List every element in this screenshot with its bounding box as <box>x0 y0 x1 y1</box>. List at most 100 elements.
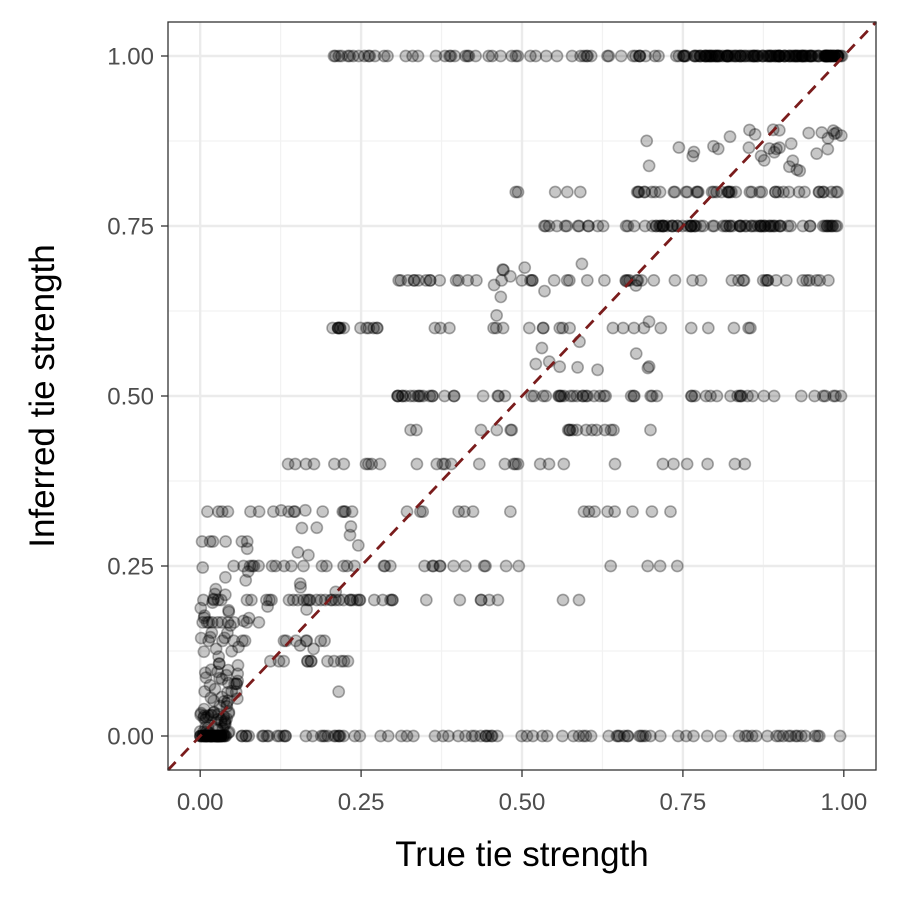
scatter-point <box>212 729 226 743</box>
scatter-point <box>535 341 549 355</box>
scatter-point <box>239 729 253 743</box>
scatter-point <box>652 49 665 63</box>
scatter-point <box>235 729 249 743</box>
scatter-point <box>205 616 219 629</box>
scatter-point <box>262 593 276 607</box>
scatter-point <box>721 185 735 199</box>
scatter-point <box>694 273 708 287</box>
scatter-point <box>716 219 730 233</box>
scatter-point <box>747 49 760 63</box>
scatter-point <box>665 219 679 233</box>
scatter-point <box>818 49 832 63</box>
scatter-point <box>799 729 812 743</box>
scatter-point <box>203 630 217 644</box>
scatter-point <box>374 729 388 743</box>
scatter-point <box>539 49 553 63</box>
scatter-point <box>821 142 835 156</box>
scatter-point <box>504 423 518 437</box>
scatter-point <box>729 49 743 63</box>
scatter-point <box>810 147 824 160</box>
scatter-point <box>204 729 218 743</box>
scatter-point <box>820 49 834 63</box>
scatter-point <box>736 273 750 287</box>
scatter-point <box>584 49 598 63</box>
scatter-point <box>334 654 348 668</box>
scatter-point <box>447 559 460 573</box>
scatter-point <box>782 185 796 199</box>
scatter-point <box>704 49 718 63</box>
scatter-point <box>717 49 731 63</box>
scatter-point <box>825 219 839 233</box>
scatter-point <box>299 729 313 743</box>
scatter-point <box>585 423 599 437</box>
scatter-point <box>767 219 781 233</box>
scatter-point <box>633 729 646 743</box>
scatter-point <box>221 726 235 740</box>
scatter-point <box>215 616 229 629</box>
scatter-point <box>769 273 783 287</box>
scatter-point <box>225 684 239 698</box>
scatter-point <box>507 457 521 471</box>
scatter-point <box>694 49 708 63</box>
scatter-point <box>479 729 493 743</box>
scatter-point <box>748 219 761 233</box>
scatter-point <box>197 645 211 659</box>
scatter-point <box>235 535 249 548</box>
scatter-point <box>509 457 522 471</box>
scatter-point <box>766 219 780 233</box>
scatter-point <box>303 593 317 607</box>
scatter-point <box>786 154 800 168</box>
scatter-point <box>803 219 817 233</box>
scatter-point <box>760 49 774 63</box>
scatter-point <box>790 49 804 63</box>
scatter-point <box>829 389 842 403</box>
scatter-point <box>796 49 809 63</box>
scatter-point <box>509 185 523 199</box>
scatter-point <box>354 321 367 335</box>
scatter-point <box>696 219 710 233</box>
scatter-point <box>679 729 693 743</box>
scatter-point <box>205 708 219 722</box>
y-tick-label: 0.00 <box>107 724 154 751</box>
scatter-point <box>753 219 767 233</box>
scatter-point <box>300 654 314 668</box>
scatter-point <box>725 273 739 287</box>
scatter-point <box>207 694 221 708</box>
scatter-point <box>818 49 832 63</box>
scatter-point <box>476 389 490 403</box>
scatter-point <box>539 389 553 403</box>
scatter-point <box>385 593 399 607</box>
scatter-point <box>621 729 634 743</box>
scatter-point <box>560 185 574 199</box>
scatter-point <box>745 49 759 63</box>
scatter-point <box>336 505 350 518</box>
scatter-point <box>614 49 628 63</box>
scatter-point <box>666 219 680 233</box>
scatter-point <box>204 729 218 743</box>
y-axis-title: Inferred tie strength <box>23 244 62 548</box>
scatter-point <box>772 49 786 63</box>
scatter-point <box>252 559 265 573</box>
scatter-point <box>638 185 652 199</box>
scatter-point <box>327 457 341 471</box>
scatter-point <box>239 729 253 743</box>
scatter-point <box>617 729 631 743</box>
scatter-point <box>206 596 219 609</box>
scatter-point <box>321 729 335 743</box>
scatter-point <box>494 290 508 304</box>
scatter-point <box>235 729 249 743</box>
scatter-point <box>208 729 222 743</box>
scatter-point <box>827 49 841 63</box>
scatter-point <box>468 729 482 743</box>
scatter-point <box>203 678 217 692</box>
scatter-point <box>702 49 715 63</box>
scatter-point <box>215 505 229 518</box>
scatter-point <box>751 49 765 63</box>
scatter-point <box>661 219 674 233</box>
scatter-point <box>762 219 775 233</box>
scatter-point <box>762 49 776 63</box>
scatter-point <box>768 219 782 233</box>
scatter-point <box>337 593 350 607</box>
scatter-point <box>751 49 764 63</box>
scatter-point <box>601 49 614 63</box>
